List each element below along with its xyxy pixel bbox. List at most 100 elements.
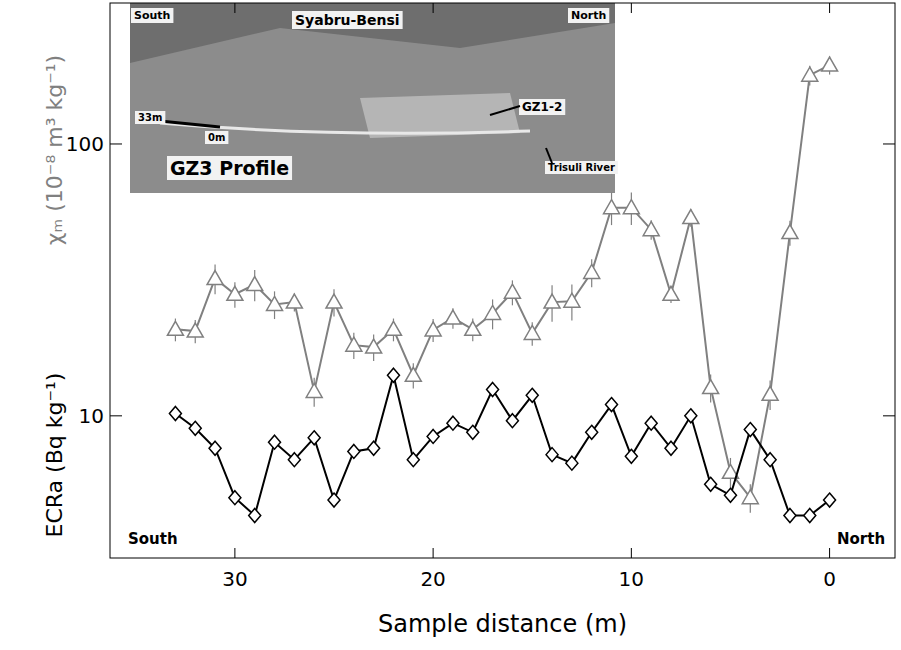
marker [703, 380, 719, 394]
marker [606, 398, 618, 412]
x-tick [829, 548, 830, 558]
x-tick-label: 20 [420, 567, 445, 591]
marker [269, 435, 281, 449]
plot-frame [110, 3, 895, 558]
marker [683, 210, 699, 224]
marker [286, 294, 302, 308]
marker [504, 284, 520, 298]
marker [645, 416, 657, 430]
marker [229, 491, 241, 505]
x-tick-label: 30 [222, 567, 247, 591]
annotation: South [128, 530, 178, 548]
y-axis-title: χₘ (10⁻⁸ m³ kg⁻¹) [42, 55, 67, 245]
marker [447, 416, 459, 430]
marker [663, 286, 679, 300]
label-patch [131, 8, 173, 23]
marker [762, 386, 778, 400]
marker [465, 321, 481, 335]
marker [782, 225, 798, 239]
arrow [490, 106, 520, 115]
y-tick [110, 143, 122, 144]
y-tick [883, 143, 895, 144]
marker [625, 449, 637, 463]
marker [249, 508, 261, 522]
series-line [175, 375, 829, 515]
marker [623, 200, 639, 214]
x-tick-label: 0 [823, 567, 836, 591]
chart: SouthNorthSyabru-Bensi33m0mGZ1-2GZ3 Prof… [0, 0, 901, 650]
marker [348, 444, 360, 458]
marker [546, 448, 558, 462]
marker [524, 325, 540, 339]
marker [487, 382, 499, 396]
marker [506, 414, 518, 428]
marker [544, 294, 560, 308]
marker [169, 407, 181, 421]
marker [366, 339, 382, 353]
marker [643, 222, 659, 236]
x-tick [631, 3, 632, 13]
y-tick-label: 10 [79, 404, 104, 428]
marker [802, 67, 818, 81]
marker [467, 425, 479, 439]
profile-line [160, 121, 220, 127]
marker [167, 321, 183, 335]
marker [209, 441, 221, 455]
x-tick [234, 3, 235, 13]
x-tick [234, 548, 235, 558]
marker [267, 296, 283, 310]
marker [784, 508, 796, 522]
marker [308, 431, 320, 445]
photo-hill [130, 23, 615, 193]
marker [328, 493, 340, 507]
marker [604, 200, 620, 214]
marker [425, 322, 441, 336]
marker [705, 477, 717, 491]
y-tick [110, 415, 122, 416]
annotation: Syabru-Bensi [295, 12, 400, 28]
annotation: South [134, 9, 170, 22]
marker [189, 421, 201, 435]
label-patch [568, 8, 609, 23]
label-patch [205, 131, 228, 144]
annotation: GZ1-2 [522, 100, 562, 114]
x-tick [829, 3, 830, 13]
marker [247, 277, 263, 291]
marker [665, 441, 677, 455]
marker [427, 429, 439, 443]
marker [387, 368, 399, 382]
annotation: North [571, 9, 606, 22]
marker [306, 383, 322, 397]
marker [326, 294, 342, 308]
marker [445, 310, 461, 324]
marker [742, 490, 758, 504]
marker [207, 271, 223, 285]
y-tick-label: 100 [66, 132, 104, 156]
x-tick [433, 548, 434, 558]
photo-frame [130, 3, 615, 193]
label-patch [292, 11, 403, 29]
marker [485, 305, 501, 319]
series-line [175, 65, 829, 498]
arrow [546, 148, 552, 163]
marker [804, 508, 816, 522]
marker [586, 425, 598, 439]
marker [227, 286, 243, 300]
annotation: North [837, 530, 885, 548]
x-tick-label: 10 [619, 567, 644, 591]
label-patch [545, 161, 618, 174]
x-tick [433, 3, 434, 13]
annotation: 33m [138, 112, 162, 123]
marker [724, 488, 736, 502]
marker [405, 367, 421, 381]
y-axis-title: ECRa (Bq kg⁻¹) [42, 373, 67, 538]
label-patch [167, 156, 292, 180]
marker [566, 456, 578, 470]
marker [526, 388, 538, 402]
marker [407, 453, 419, 467]
y-tick [883, 415, 895, 416]
marker [368, 441, 380, 455]
x-tick [631, 548, 632, 558]
marker [764, 453, 776, 467]
marker [584, 264, 600, 278]
